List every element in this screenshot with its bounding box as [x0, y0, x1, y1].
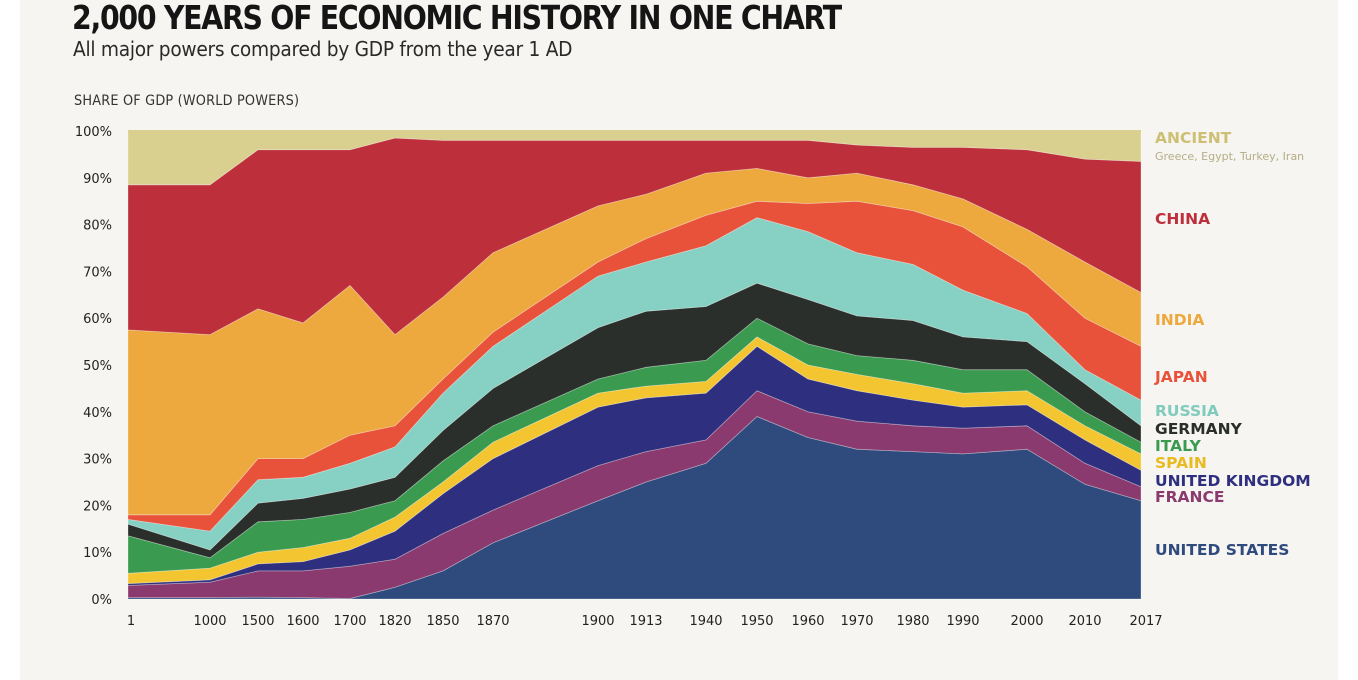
x-tick-label: 1900	[581, 614, 614, 629]
y-tick-label: 0%	[91, 593, 112, 608]
legend-label-united-states: UNITED STATES	[1155, 541, 1289, 559]
y-tick-label: 50%	[83, 359, 112, 374]
area-top-edge	[128, 130, 1141, 132]
x-axis-ticks: 1 1000 1500 1600 1700 1820 1850 1870 1900 1913 194…	[127, 614, 1163, 629]
x-tick-label: 1970	[840, 614, 873, 629]
y-tick-label: 40%	[83, 406, 112, 421]
legend-label-russia: RUSSIA	[1155, 402, 1219, 420]
x-tick-label: 2017	[1129, 614, 1162, 629]
legend-label-united-kingdom: UNITED KINGDOM	[1155, 472, 1311, 490]
x-tick-label: 1000	[193, 614, 226, 629]
y-tick-label: 80%	[83, 219, 112, 234]
x-tick-label: 1980	[896, 614, 929, 629]
y-tick-label: 100%	[75, 125, 112, 140]
x-tick-label: 1990	[946, 614, 979, 629]
legend-label-japan: JAPAN	[1154, 368, 1208, 386]
chart-subtitle: All major powers compared by GDP from th…	[73, 37, 573, 61]
y-tick-label: 60%	[83, 312, 112, 327]
area-france	[127, 390, 1142, 599]
legend-label-spain: SPAIN	[1155, 454, 1207, 472]
y-tick-label: 30%	[83, 453, 112, 468]
legend-label-france: FRANCE	[1155, 488, 1224, 506]
x-tick-label: 1950	[740, 614, 773, 629]
legend-label-ancient: ANCIENT	[1155, 129, 1232, 147]
legend-label-china: CHINA	[1155, 210, 1210, 228]
x-tick-label: 1940	[689, 614, 722, 629]
x-tick-label: 2010	[1068, 614, 1101, 629]
x-tick-label: 1960	[791, 614, 824, 629]
legend-label-italy: ITALY	[1155, 437, 1202, 455]
legend-label-germany: GERMANY	[1155, 420, 1243, 438]
x-tick-label: 1850	[426, 614, 459, 629]
x-tick-label: 1870	[476, 614, 509, 629]
legend: ANCIENT Greece, Egypt, Turkey, Iran CHINA I…	[1154, 129, 1311, 559]
y-tick-label: 10%	[83, 546, 112, 561]
x-tick-label: 1913	[629, 614, 662, 629]
y-tick-label: 20%	[83, 499, 112, 514]
x-tick-label: 1600	[286, 614, 319, 629]
area-italy	[127, 317, 1142, 574]
x-tick-label: 1500	[241, 614, 274, 629]
legend-label-india: INDIA	[1155, 311, 1204, 329]
y-tick-label: 90%	[83, 172, 112, 187]
x-tick-label: 1700	[333, 614, 366, 629]
legend-sublabel-ancient: Greece, Egypt, Turkey, Iran	[1155, 150, 1304, 163]
x-tick-label: 1	[127, 614, 135, 629]
y-axis-ticks: 0% 10% 20% 30% 40% 50% 60% 70% 80% 90% 100%	[75, 125, 112, 608]
x-tick-label: 1820	[378, 614, 411, 629]
chart-title: 2,000 YEARS OF ECONOMIC HISTORY IN ONE C…	[72, 0, 842, 37]
x-tick-label: 2000	[1010, 614, 1043, 629]
y-axis-title: SHARE OF GDP (WORLD POWERS)	[74, 93, 300, 109]
y-tick-label: 70%	[83, 265, 112, 280]
area-layers	[127, 130, 1142, 600]
